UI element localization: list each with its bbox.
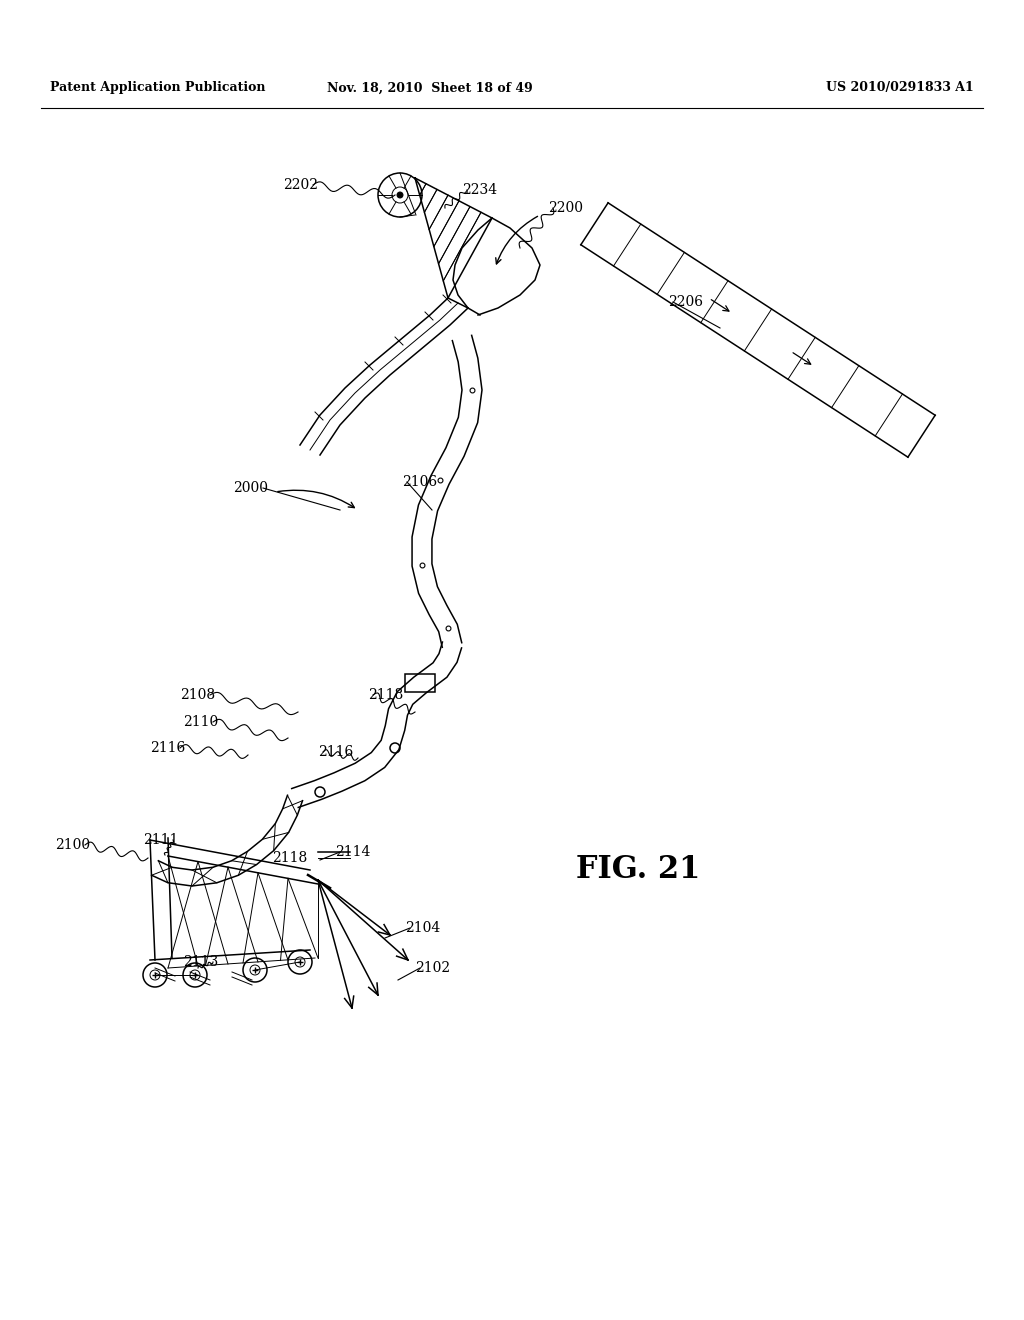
- Text: FIG. 21: FIG. 21: [575, 854, 700, 886]
- Circle shape: [397, 191, 403, 198]
- Text: 2110: 2110: [182, 715, 218, 729]
- Text: 2118: 2118: [368, 688, 403, 702]
- Text: 2200: 2200: [548, 201, 583, 215]
- Text: Nov. 18, 2010  Sheet 18 of 49: Nov. 18, 2010 Sheet 18 of 49: [327, 82, 532, 95]
- Text: 2118: 2118: [272, 851, 307, 865]
- Text: 2111: 2111: [142, 833, 178, 847]
- Text: Patent Application Publication: Patent Application Publication: [50, 82, 265, 95]
- Text: 2108: 2108: [180, 688, 215, 702]
- Text: 2206: 2206: [668, 294, 703, 309]
- Text: 2114: 2114: [335, 845, 371, 859]
- Text: US 2010/0291833 A1: US 2010/0291833 A1: [826, 82, 974, 95]
- Text: 2116: 2116: [150, 741, 185, 755]
- Text: 2106: 2106: [402, 475, 437, 488]
- Text: 2100: 2100: [55, 838, 90, 851]
- Text: 2113: 2113: [182, 954, 218, 969]
- Text: 2116: 2116: [318, 744, 353, 759]
- Text: 2202: 2202: [283, 178, 318, 191]
- Text: 2104: 2104: [406, 921, 440, 935]
- Text: 2102: 2102: [415, 961, 451, 975]
- Text: 2234: 2234: [462, 183, 497, 197]
- Text: 2000: 2000: [233, 480, 268, 495]
- Bar: [406, 675, 435, 692]
